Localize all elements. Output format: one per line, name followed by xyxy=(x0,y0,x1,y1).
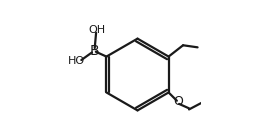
Text: B: B xyxy=(89,44,99,58)
Text: O: O xyxy=(173,95,183,108)
Text: OH: OH xyxy=(88,25,105,35)
Text: HO: HO xyxy=(68,56,85,66)
